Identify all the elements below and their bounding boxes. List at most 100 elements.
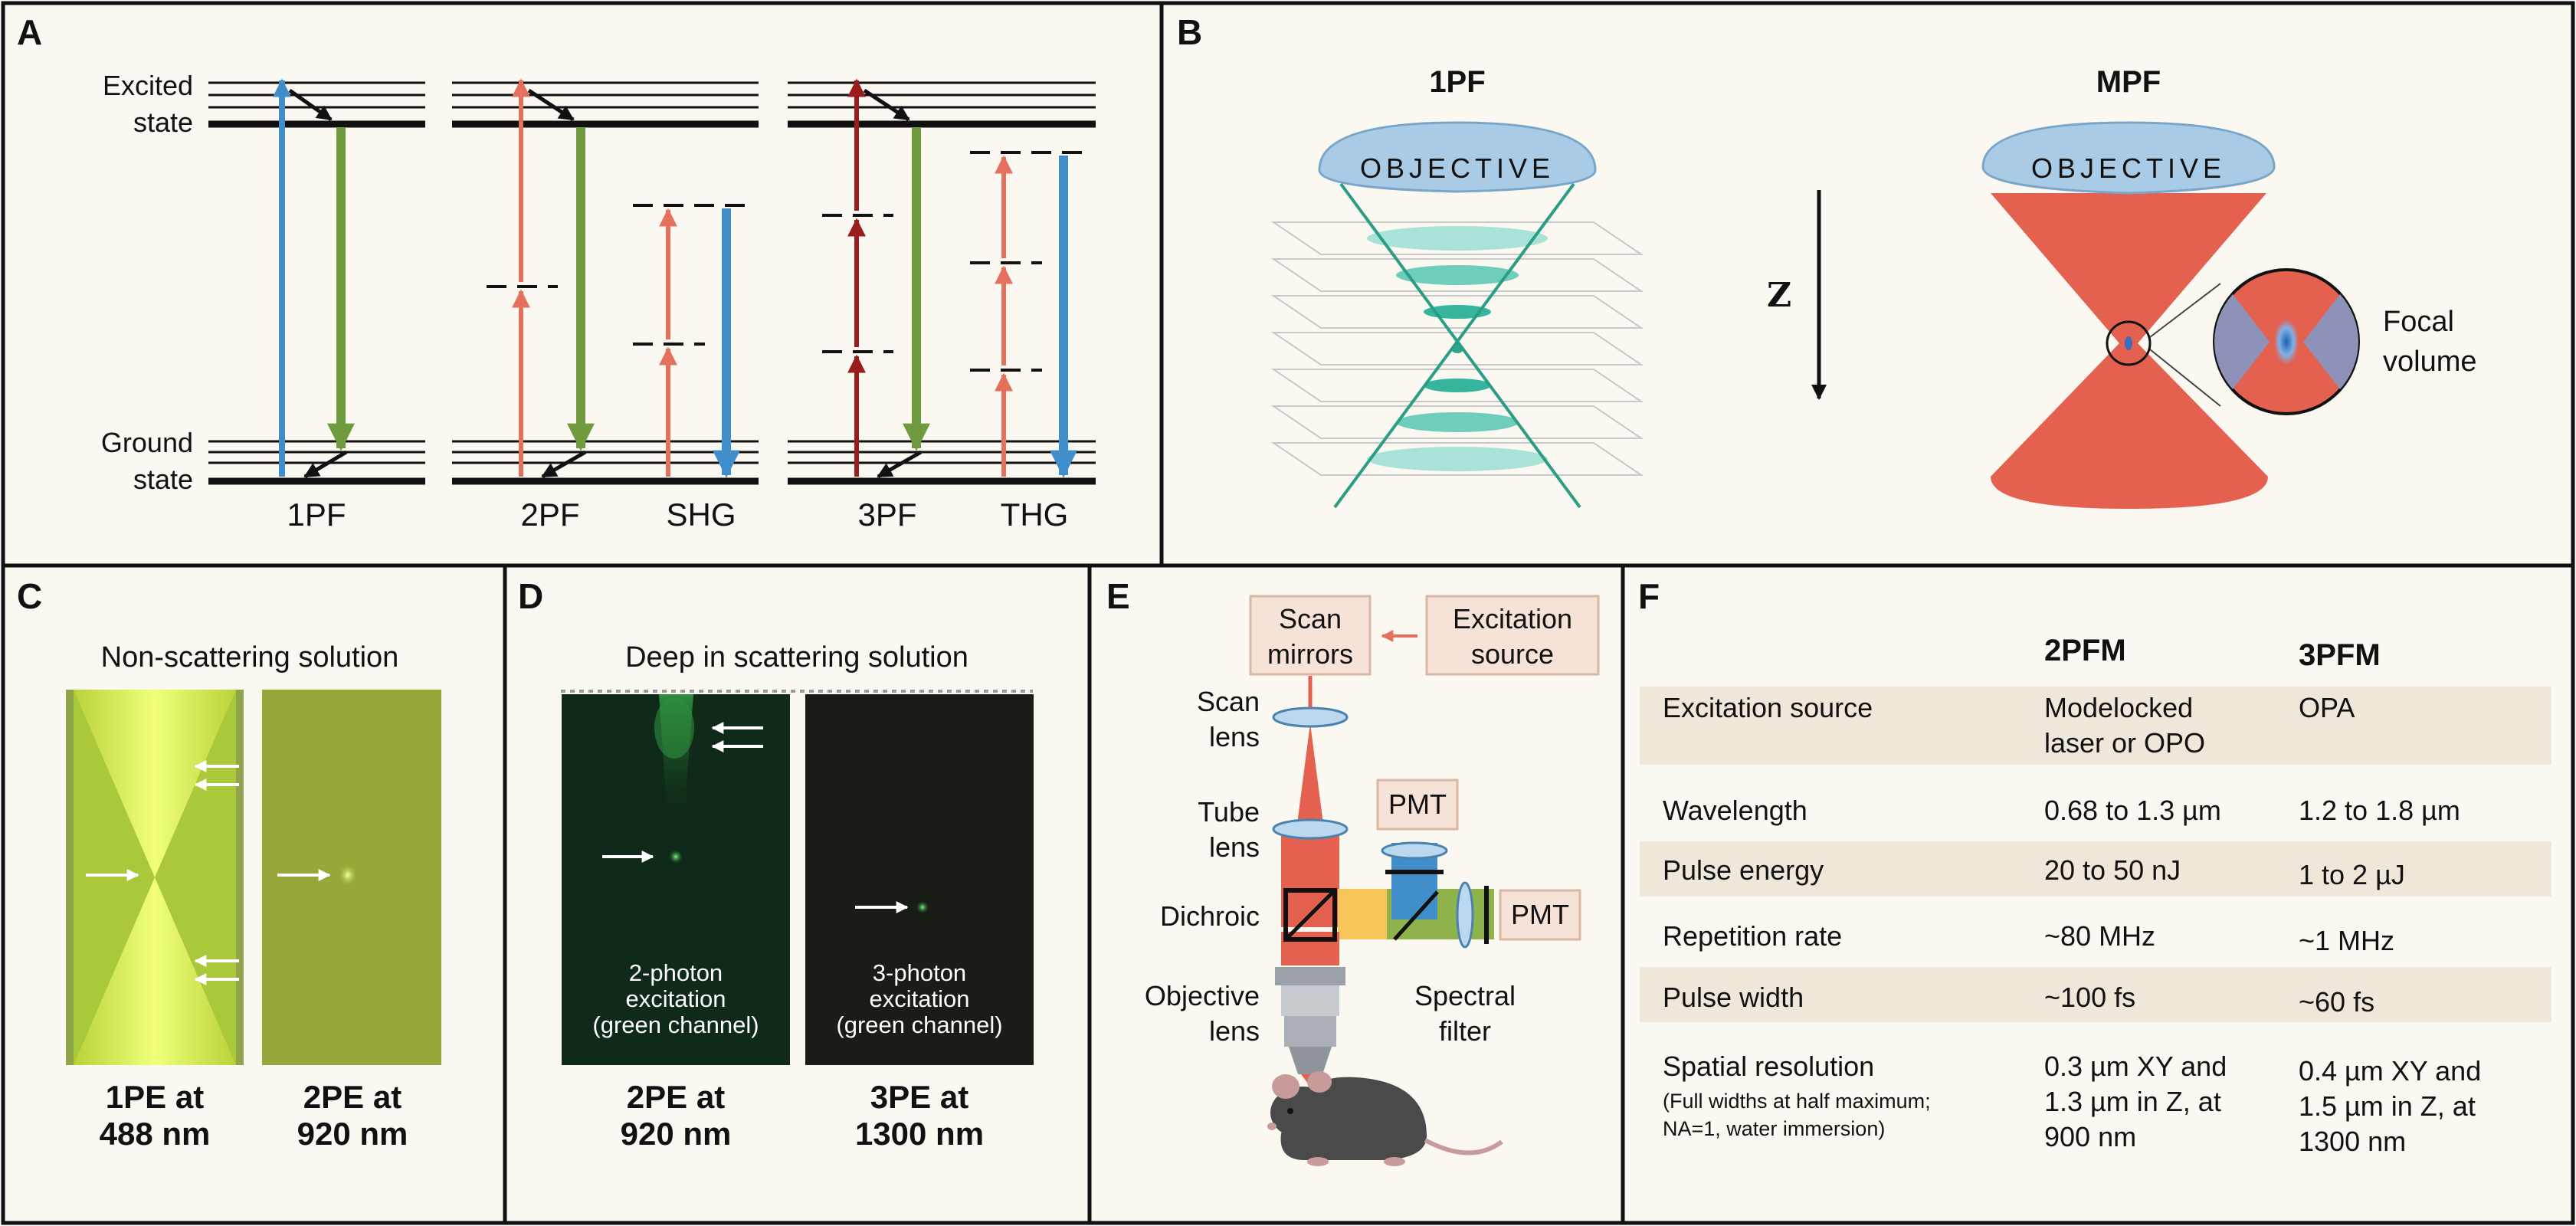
row-label: Spatial resolution — [1663, 1051, 1874, 1082]
row-3pfm-value: ~1 MHz — [2299, 925, 2394, 956]
dichroic-cube — [1283, 888, 1337, 942]
scan-mirrors-label-2: mirrors — [1267, 638, 1353, 670]
table-row: Pulse width ~100 fs ~60 fs — [1663, 982, 2374, 1018]
panel-e: E Scan mirrors Excitation source PMT PMT — [1106, 576, 1600, 1166]
spectral-filter-label-2: filter — [1439, 1015, 1491, 1047]
table-row: Pulse energy 20 to 50 nJ 1 to 2 µJ — [1663, 854, 2405, 890]
row-3pfm-value: ~60 fs — [2299, 986, 2374, 1018]
row-note: NA=1, water immersion) — [1663, 1117, 1885, 1140]
tube-lens-label-1: Tube — [1198, 796, 1260, 828]
tube-lens-label-2: lens — [1209, 831, 1260, 863]
1pf-beam-edge-right — [1333, 182, 1575, 509]
focal-volume-label-2: volume — [2383, 346, 2477, 378]
ground-label-2: state — [133, 464, 193, 495]
table-row: Excitation source Modelocked laser or OP… — [1663, 692, 2355, 759]
1pf-objective — [1318, 121, 1597, 193]
row-label: Repetition rate — [1663, 920, 1842, 952]
panel-d-title: Deep in scattering solution — [625, 641, 968, 674]
d-caption-right-2: 1300 nm — [855, 1116, 984, 1152]
focal-point-marker — [2106, 320, 2152, 366]
table-row: Repetition rate ~80 MHz ~1 MHz — [1663, 920, 2394, 956]
focal-spot — [2125, 336, 2132, 350]
2pe-image-text-1: 2-photon — [629, 959, 723, 986]
1pe-image — [66, 690, 244, 1065]
2pe-image — [262, 690, 441, 1065]
mpf-excitation-cone — [1991, 193, 2268, 509]
2pe-deep-image: 2-photon excitation (green channel) — [562, 694, 790, 1065]
panel-f: F 2PFM 3PFM Excitation source Modelocked… — [1638, 576, 2551, 1157]
mpf-objective — [1981, 121, 2276, 195]
emission-path-yellow — [1338, 889, 1387, 939]
row-2pfm-value: Modelocked — [2044, 692, 2193, 723]
1pf-relax-arrow — [288, 88, 333, 122]
focal-volume-inset — [2213, 268, 2360, 415]
row-2pfm-value: 0.68 to 1.3 µm — [2044, 795, 2221, 826]
dichroic-label: Dichroic — [1160, 900, 1260, 932]
row-3pfm-value: 1300 nm — [2299, 1126, 2406, 1157]
2pe-image-text-3: (green channel) — [592, 1011, 759, 1038]
d-caption-left-1: 2PE at — [627, 1079, 725, 1115]
focal-volume-label-1: Focal — [2383, 306, 2454, 338]
pmt-right-lens — [1456, 881, 1474, 949]
mouse-illustration — [1267, 1071, 1503, 1166]
pmt-top-lens — [1381, 841, 1448, 860]
excited-label-2: state — [133, 107, 193, 138]
2pe-image-text-2: excitation — [626, 985, 726, 1012]
c-caption-left-2: 488 nm — [100, 1116, 211, 1152]
c-caption-left-1: 1PE at — [106, 1079, 204, 1115]
row-2pfm-value: laser or OPO — [2044, 727, 2205, 759]
table-bands — [1640, 687, 2551, 1022]
scan-mirrors-label-1: Scan — [1279, 603, 1342, 634]
pmt-right-label: PMT — [1511, 899, 1569, 930]
row-label: Pulse width — [1663, 982, 1804, 1013]
scan-lens-label-1: Scan — [1197, 686, 1260, 717]
objective-lens-label-1: Objective — [1145, 980, 1260, 1011]
c-caption-right-2: 920 nm — [297, 1116, 408, 1152]
table-row: Wavelength 0.68 to 1.3 µm 1.2 to 1.8 µm — [1663, 795, 2460, 826]
3pe-image-text-3: (green channel) — [836, 1011, 1002, 1038]
panel-e-letter: E — [1106, 576, 1130, 616]
objective-lens-label-2: lens — [1209, 1015, 1260, 1047]
row-3pfm-value: 0.4 µm XY and — [2299, 1055, 2481, 1087]
row-2pfm-value: ~80 MHz — [2044, 920, 2155, 952]
2pf-relax-arrow-2 — [541, 450, 587, 479]
dichroic-mirror — [1286, 890, 1335, 939]
row-note: (Full widths at half maximum; — [1663, 1090, 1931, 1113]
excited-label-1: Excited — [103, 70, 193, 101]
label-thg: THG — [1001, 497, 1069, 533]
zoom-line-top — [2149, 283, 2221, 338]
title-mpf: MPF — [2096, 65, 2161, 99]
excitation-source-label-2: source — [1471, 638, 1554, 670]
energy-levels — [208, 81, 1096, 485]
row-3pfm-value: 1.5 µm in Z, at — [2299, 1090, 2476, 1122]
1pf-objective-label: OBJECTIVE — [1360, 152, 1555, 184]
panel-d: D Deep in scattering solution 2-photon e… — [518, 576, 1034, 1152]
row-2pfm-value: ~100 fs — [2044, 982, 2135, 1013]
panel-c-letter: C — [17, 576, 42, 616]
panel-c-title: Non-scattering solution — [101, 641, 399, 674]
panel-b: B 1PF MPF OBJECTIVE Z — [1177, 12, 2477, 509]
panel-c: C Non-scattering solution 1PE at 488 nm … — [17, 576, 441, 1152]
scan-lens — [1272, 706, 1349, 728]
3pe-deep-image: 3-photon excitation (green channel) — [805, 694, 1034, 1065]
c-caption-right-1: 2PE at — [303, 1079, 401, 1115]
row-2pfm-value: 20 to 50 nJ — [2044, 854, 2181, 886]
row-label: Pulse energy — [1663, 854, 1824, 886]
3pf-relax-arrow — [863, 88, 910, 122]
scan-lens-label-2: lens — [1209, 721, 1260, 752]
ground-label-1: Ground — [101, 427, 193, 458]
excitation-source-label-1: Excitation — [1453, 603, 1572, 634]
row-label: Wavelength — [1663, 795, 1807, 826]
3pe-image-text-2: excitation — [870, 985, 970, 1012]
secondary-dichroic — [1393, 890, 1439, 941]
row-3pfm-value: 1 to 2 µJ — [2299, 859, 2405, 890]
d-caption-right-1: 3PE at — [870, 1079, 968, 1115]
pmt-top-label: PMT — [1388, 788, 1447, 820]
table-row: Spatial resolution (Full widths at half … — [1663, 1051, 2481, 1157]
row-2pfm-value: 0.3 µm XY and — [2044, 1051, 2227, 1082]
d-caption-left-2: 920 nm — [621, 1116, 732, 1152]
pmt-right-box — [1499, 889, 1581, 941]
col-header-2pfm: 2PFM — [2044, 634, 2126, 667]
label-shg: SHG — [666, 497, 736, 533]
